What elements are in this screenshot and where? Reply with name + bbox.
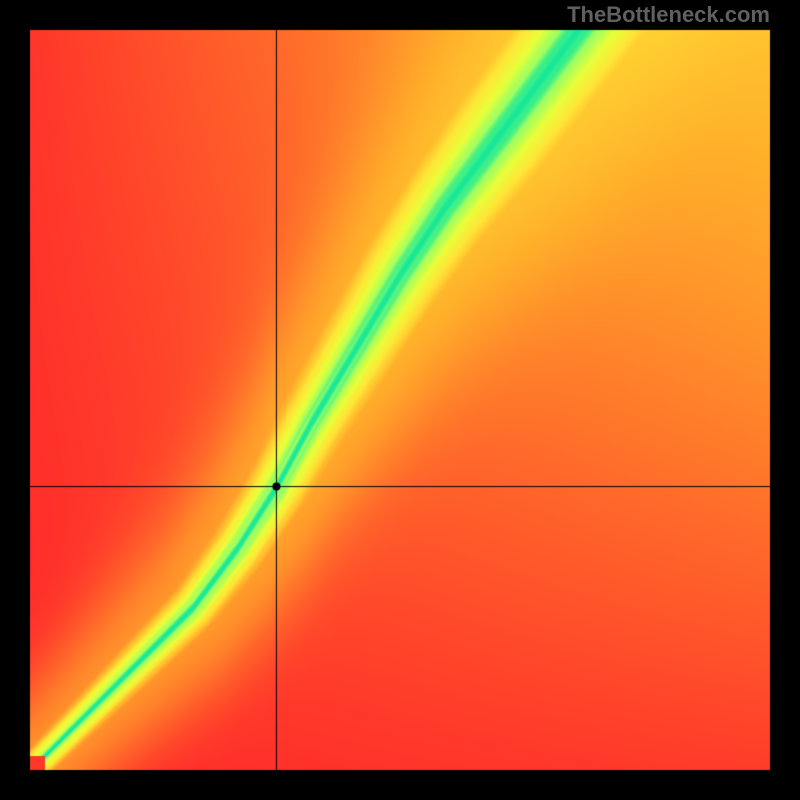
chart-container: TheBottleneck.com xyxy=(0,0,800,800)
watermark-text: TheBottleneck.com xyxy=(567,2,770,28)
heatmap-canvas xyxy=(0,0,800,800)
